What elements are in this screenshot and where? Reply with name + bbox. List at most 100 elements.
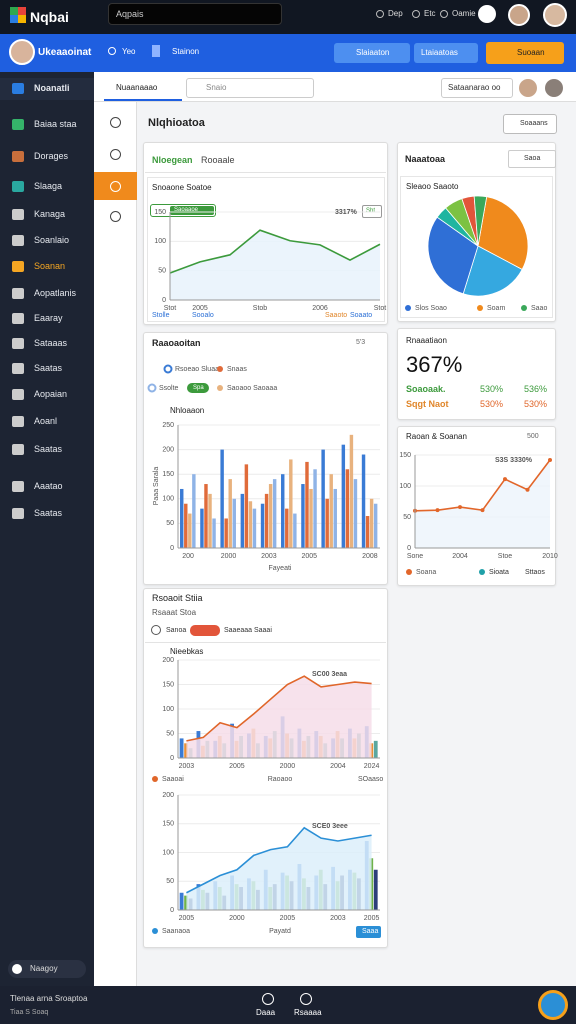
icon (12, 338, 24, 349)
rail-icon[interactable] (110, 117, 121, 128)
button-label[interactable]: Ltaiaatoas (421, 48, 458, 57)
sidebar-item[interactable]: Soanlaio (34, 235, 70, 245)
icon (12, 181, 24, 192)
button[interactable] (414, 43, 478, 63)
sidebar-item[interactable]: Aopaian (34, 389, 68, 399)
icon (300, 993, 312, 1005)
header (94, 72, 137, 102)
logo: Nqbai (30, 9, 69, 25)
rail-icon[interactable] (110, 181, 121, 192)
sidebar-item[interactable]: Aopatlanis (34, 288, 77, 298)
nav-link[interactable]: Dep (388, 9, 403, 18)
chip-fill (190, 625, 220, 636)
button-label[interactable]: Soaaans (520, 120, 548, 127)
icon (12, 363, 24, 374)
icon-rail (94, 72, 137, 986)
icon (12, 313, 24, 324)
sidebar-item[interactable]: Aaatao (34, 481, 63, 491)
sidebar-item[interactable]: Slaaga (34, 181, 63, 191)
kpi-row-value: 530% (480, 399, 504, 409)
footer-text: Tlenaa arna Sroaptoa (10, 994, 88, 1003)
footer-button[interactable]: Rsaaaa (294, 1008, 322, 1017)
icon (151, 625, 161, 635)
rail-icon[interactable] (110, 211, 121, 222)
icon (152, 45, 160, 57)
legend-label: Saaoto (325, 312, 348, 319)
icon (12, 389, 24, 400)
sidebar-item[interactable]: Aoanl (34, 416, 58, 426)
button-label[interactable]: Sht (366, 208, 376, 214)
avatar (508, 4, 530, 26)
legend-label: Soaato (350, 312, 373, 319)
card-meta: 5'3 (356, 339, 366, 346)
avatar (543, 3, 567, 27)
button[interactable] (486, 42, 564, 64)
nav-link[interactable]: Oamie (452, 9, 476, 18)
account-box[interactable] (441, 78, 513, 98)
kpi-row-value: 530% (480, 384, 504, 394)
chart-frame (147, 177, 385, 322)
sidebar-item[interactable]: Saatas (34, 508, 63, 518)
button-label[interactable]: Slaiaaton (356, 48, 390, 57)
kpi-row-label: Soaoaak. (406, 384, 446, 394)
icon (12, 235, 24, 246)
footer-button[interactable]: Daaa (256, 1008, 276, 1017)
icon (12, 209, 24, 220)
badge-label: Saoaaoe (174, 207, 199, 213)
legend-label: Sooalo (192, 312, 214, 319)
legend-label: Sioata (489, 569, 509, 576)
chip[interactable]: Sanoa (166, 627, 187, 634)
sidebar-item[interactable]: Eaaray (34, 313, 63, 323)
sidebar-item[interactable]: Soanan (34, 261, 66, 271)
kpi-row-value: 536% (524, 384, 548, 394)
tab[interactable]: Nloegean (152, 155, 193, 165)
toolbar (0, 34, 576, 72)
rail-icon[interactable] (110, 149, 121, 160)
card-subtitle: Rsaaat Stoa (152, 608, 197, 617)
icon (412, 10, 420, 18)
logo-mark (18, 15, 26, 23)
button[interactable] (503, 114, 557, 134)
kpi-row-label: Sqgt Naot (406, 399, 449, 409)
card-title: Naaatoaa (405, 154, 446, 164)
tab-underline (104, 99, 182, 101)
tab[interactable]: Rooaale (201, 155, 235, 165)
sidebar-item[interactable]: Saatas (34, 363, 63, 373)
logo-mark (18, 7, 26, 15)
icon (12, 83, 24, 94)
toolbar-item[interactable]: Stainon (172, 47, 200, 56)
icon (12, 151, 24, 162)
button[interactable] (356, 926, 381, 938)
sidebar-footer[interactable] (8, 960, 86, 978)
search-box[interactable] (108, 3, 282, 25)
card (143, 332, 388, 585)
search-text: Snaio (206, 83, 227, 92)
tab[interactable]: Nuaanaaao (116, 83, 158, 92)
assistant-button[interactable] (538, 990, 568, 1020)
badge-label: Spa (193, 385, 204, 391)
avatar (545, 79, 563, 97)
divider (145, 642, 386, 643)
legend-label: Stolle (152, 312, 170, 319)
icon (12, 119, 24, 130)
button-label[interactable]: Saoa (524, 155, 541, 162)
search-box[interactable] (186, 78, 314, 98)
button[interactable] (508, 150, 556, 168)
toolbar-item[interactable]: Yeo (122, 47, 136, 56)
button-label[interactable]: Saaa (362, 928, 379, 935)
nav-link[interactable]: Etc (424, 9, 436, 18)
sidebar-item[interactable]: Saatas (34, 444, 63, 454)
icon (12, 508, 24, 519)
page-title: Nlqhioatoa (148, 117, 205, 129)
button[interactable] (334, 43, 410, 63)
card-title: Raaoaoitan (152, 338, 201, 348)
button-label[interactable]: Suoaan (517, 48, 545, 57)
sidebar-item[interactable]: Kanaga (34, 209, 66, 219)
sidebar-item[interactable]: Baiaa staa (34, 119, 77, 129)
notification[interactable] (478, 5, 496, 23)
filter[interactable]: Saaeaaa Saaai (224, 627, 272, 634)
sidebar-item[interactable]: Sataaas (34, 338, 68, 348)
sidebar-item[interactable]: Noanatli (34, 83, 70, 93)
sidebar-footer-label[interactable]: Naagoy (30, 964, 58, 973)
sidebar-item[interactable]: Dorages (34, 151, 69, 161)
